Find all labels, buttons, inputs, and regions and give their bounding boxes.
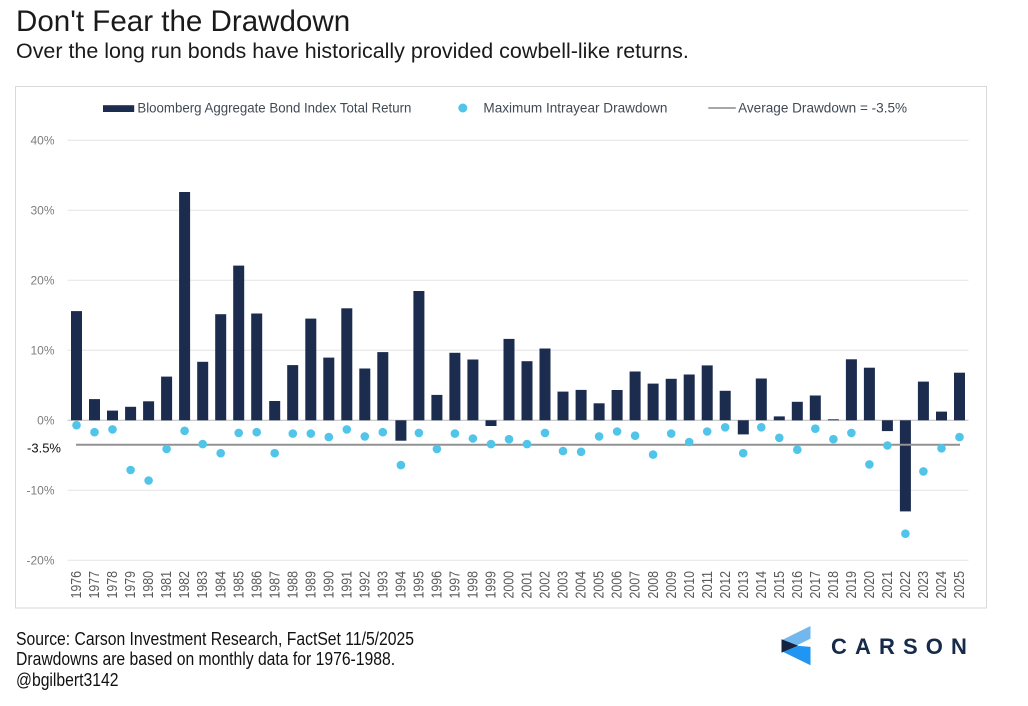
svg-text:2021: 2021	[880, 571, 896, 599]
svg-text:10%: 10%	[30, 344, 54, 358]
svg-text:-3.5%: -3.5%	[27, 441, 61, 456]
svg-text:2005: 2005	[592, 571, 608, 599]
svg-text:2001: 2001	[520, 571, 536, 599]
svg-text:1991: 1991	[339, 571, 355, 599]
svg-text:1996: 1996	[430, 571, 446, 599]
svg-text:1992: 1992	[357, 571, 373, 599]
svg-text:2017: 2017	[808, 571, 824, 599]
svg-text:2008: 2008	[646, 571, 662, 599]
svg-text:40%: 40%	[30, 134, 54, 148]
svg-text:1994: 1994	[394, 571, 410, 599]
svg-text:2010: 2010	[682, 571, 698, 599]
svg-text:30%: 30%	[30, 204, 54, 218]
svg-text:1993: 1993	[375, 571, 391, 599]
svg-text:2014: 2014	[754, 571, 770, 599]
svg-text:1985: 1985	[231, 571, 247, 599]
svg-text:1989: 1989	[303, 571, 319, 599]
svg-text:2009: 2009	[664, 571, 680, 599]
svg-text:2022: 2022	[898, 571, 914, 599]
svg-text:1978: 1978	[105, 571, 121, 599]
svg-text:2016: 2016	[790, 571, 806, 599]
svg-text:2006: 2006	[610, 571, 626, 599]
svg-text:2002: 2002	[538, 571, 554, 599]
svg-text:2000: 2000	[502, 571, 518, 599]
svg-text:1990: 1990	[321, 571, 337, 599]
svg-text:20%: 20%	[30, 274, 54, 288]
svg-text:2011: 2011	[700, 571, 716, 599]
svg-text:-20%: -20%	[26, 554, 54, 568]
svg-text:1977: 1977	[87, 571, 103, 599]
svg-text:Average Drawdown = -3.5%: Average Drawdown = -3.5%	[738, 100, 907, 116]
svg-text:1984: 1984	[213, 571, 229, 599]
svg-text:2025: 2025	[952, 571, 968, 599]
svg-text:1999: 1999	[484, 571, 500, 599]
svg-text:1988: 1988	[285, 571, 301, 599]
svg-text:0%: 0%	[37, 414, 55, 428]
svg-text:Bloomberg Aggregate Bond Index: Bloomberg Aggregate Bond Index Total Ret…	[137, 100, 411, 116]
svg-text:2023: 2023	[916, 571, 932, 599]
svg-text:1997: 1997	[448, 571, 464, 599]
svg-text:1986: 1986	[249, 571, 265, 599]
svg-text:1982: 1982	[177, 571, 193, 599]
svg-text:1987: 1987	[267, 571, 283, 599]
svg-text:1981: 1981	[159, 571, 175, 599]
svg-text:Maximum Intrayear Drawdown: Maximum Intrayear Drawdown	[483, 100, 667, 116]
svg-text:2007: 2007	[628, 571, 644, 599]
svg-text:-10%: -10%	[26, 484, 54, 498]
svg-text:2004: 2004	[574, 571, 590, 599]
svg-text:1998: 1998	[466, 571, 482, 599]
svg-text:2003: 2003	[556, 571, 572, 599]
svg-text:2013: 2013	[736, 571, 752, 599]
svg-text:2019: 2019	[844, 571, 860, 599]
svg-text:1976: 1976	[69, 571, 85, 599]
svg-text:2012: 2012	[718, 571, 734, 599]
svg-text:2020: 2020	[862, 571, 878, 599]
svg-text:1980: 1980	[141, 571, 157, 599]
svg-text:2024: 2024	[934, 571, 950, 599]
svg-text:2015: 2015	[772, 571, 788, 599]
svg-text:1983: 1983	[195, 571, 211, 599]
svg-text:2018: 2018	[826, 571, 842, 599]
svg-text:1995: 1995	[412, 571, 428, 599]
svg-text:1979: 1979	[123, 571, 139, 599]
